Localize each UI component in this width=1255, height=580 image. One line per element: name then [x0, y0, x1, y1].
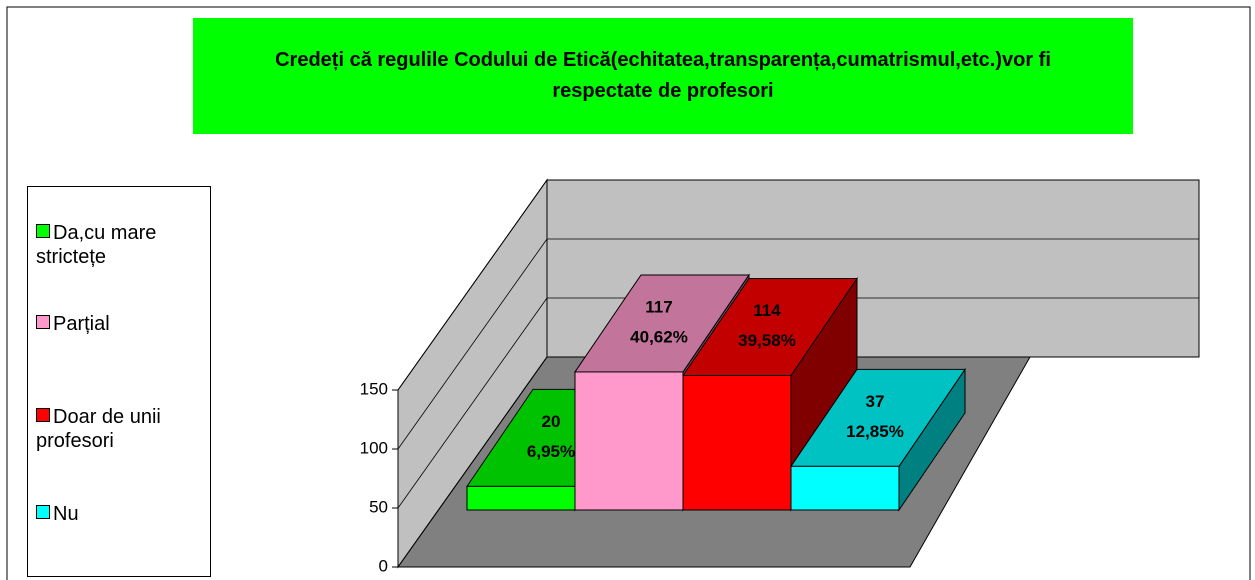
legend-swatch	[36, 505, 50, 519]
percent-label: 40,62%	[630, 327, 688, 346]
legend-swatch	[36, 315, 50, 329]
legend-label: Doar de unii profesori	[36, 406, 161, 452]
legend-entry: Nu	[36, 502, 206, 526]
value-label: 117	[645, 297, 672, 316]
y-tick-label: 100	[360, 438, 388, 457]
bar	[682, 374, 792, 511]
y-tick-label: 150	[360, 379, 388, 398]
legend-swatch	[36, 224, 50, 238]
bar	[790, 465, 900, 511]
legend-entry: Doar de unii profesori	[36, 405, 206, 453]
grid-line	[397, 356, 548, 568]
title-box: Credeți că regulile Codului de Etică(ech…	[193, 18, 1133, 134]
legend-label: Nu	[53, 503, 79, 525]
frame	[6, 6, 1251, 580]
bar	[466, 485, 576, 511]
legend-entry: Da,cu mare strictețe	[36, 221, 206, 269]
legend-label: Parțial	[53, 313, 110, 335]
percent-label: 39,58%	[738, 331, 796, 350]
legend-entry: Parțial	[36, 312, 206, 336]
y-tick-label: 50	[369, 497, 388, 516]
grid-line	[397, 179, 548, 391]
value-label: 114	[753, 301, 781, 320]
legend-label: Da,cu mare strictețe	[36, 222, 157, 268]
percent-label: 12,85%	[846, 422, 904, 441]
legend: Da,cu mare strictețe Parțial Doar de unii …	[27, 186, 211, 577]
value-label: 37	[866, 392, 885, 411]
percent-label: 6,95%	[527, 442, 575, 461]
bar	[574, 371, 684, 511]
chart-title: Credeți că regulile Codului de Etică(ech…	[275, 49, 1051, 102]
grid-line	[397, 297, 548, 509]
y-tick-label: 0	[379, 556, 388, 575]
grid-line	[397, 238, 548, 450]
legend-swatch	[36, 408, 50, 422]
value-label: 20	[542, 412, 561, 431]
